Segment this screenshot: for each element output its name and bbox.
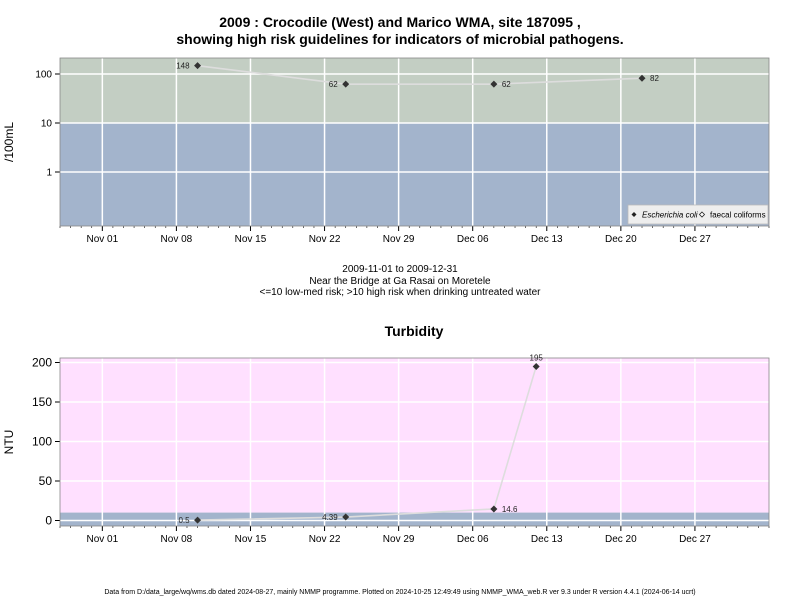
panel1-frame — [59, 57, 770, 227]
panel2-low-risk-band — [60, 512, 769, 526]
panel1-x-tick-label: Dec 27 — [679, 234, 711, 245]
chart-title-line2: showing high risk guidelines for indicat… — [176, 31, 624, 47]
panel2-x-tick-label: Nov 29 — [383, 534, 415, 545]
panel1-x-tick-label: Dec 06 — [457, 234, 489, 245]
panel2-background — [60, 358, 769, 513]
panel2-data-point — [342, 513, 350, 521]
panel1-y-tick-label: 1 — [46, 168, 52, 179]
panel2-x-tick-label: Dec 06 — [457, 534, 489, 545]
panel1-x-tick-label: Nov 22 — [309, 234, 341, 245]
panel2-y-axis-label: NTU — [2, 430, 16, 455]
panel1-data-label: 82 — [650, 74, 659, 83]
panel2-x-tick-label: Nov 15 — [235, 534, 267, 545]
panel2-y-tick-label: 50 — [39, 474, 53, 488]
panel1-data-label: 148 — [176, 62, 190, 71]
panel1-x-tick-label: Nov 29 — [383, 234, 415, 245]
panel2-data-label: 195 — [530, 353, 544, 362]
chart-title-line1: 2009 : Crocodile (West) and Marico WMA, … — [219, 14, 581, 30]
panel2-data-point — [194, 516, 202, 524]
panel2-x-tick-label: Nov 01 — [86, 534, 118, 545]
panel1-y-tick-label: 100 — [35, 70, 52, 81]
panel2-y-tick-label: 100 — [32, 435, 52, 449]
panel1-data-point — [638, 74, 646, 82]
panel1-y-axis-label: /100mL — [2, 122, 16, 162]
panel2-y-tick-label: 200 — [32, 356, 52, 370]
panel2-y-tick-label: 0 — [45, 514, 52, 528]
panel2-x-tick-label: Dec 27 — [679, 534, 711, 545]
panel2-data-point — [490, 505, 498, 513]
panel2-series-line — [197, 366, 537, 521]
data-source-footer: Data from D:/data_large/wq/wms.db dated … — [104, 589, 696, 596]
panel1-data-point — [342, 80, 350, 88]
legend-ecoli-marker — [631, 212, 637, 217]
legend-box — [627, 204, 769, 225]
panel1-series-line — [197, 64, 643, 85]
panel1-x-tick-label: Nov 08 — [161, 234, 193, 245]
site-description-caption: Near the Bridge at Ga Rasai on Moretele — [309, 276, 491, 287]
risk-guideline-caption: <=10 low-med risk; >10 high risk when dr… — [259, 287, 541, 298]
panel1-x-tick-label: Nov 15 — [235, 234, 267, 245]
panel2-x-tick-label: Nov 08 — [161, 534, 193, 545]
panel1-data-point — [194, 62, 202, 70]
date-range-caption: 2009-11-01 to 2009-12-31 — [342, 264, 458, 275]
panel1-data-label: 62 — [329, 80, 338, 89]
turbidity-title: Turbidity — [385, 323, 444, 339]
legend-faecal-marker — [698, 211, 706, 218]
panel1-high-risk-band — [60, 58, 769, 123]
panel2-y-tick-label: 150 — [32, 395, 52, 409]
panel2-data-label: 14.6 — [502, 505, 518, 514]
panel2-x-tick-label: Nov 22 — [309, 534, 341, 545]
panel1-x-tick-label: Dec 13 — [531, 234, 563, 245]
panel2-data-label: 4.39 — [322, 513, 338, 522]
panel1-x-tick-label: Nov 01 — [86, 234, 118, 245]
panel2-x-tick-label: Dec 20 — [605, 534, 637, 545]
panel1-data-point — [490, 80, 498, 88]
panel2-frame — [59, 357, 770, 527]
legend-faecal-label: faecal coliforms — [710, 211, 766, 220]
panel2-x-tick-label: Dec 13 — [531, 534, 563, 545]
panel1-x-tick-label: Dec 20 — [605, 234, 637, 245]
panel1-data-label: 62 — [502, 80, 511, 89]
legend-ecoli-label: Escherichia coli — [642, 211, 698, 220]
panel1-y-tick-label: 10 — [41, 119, 53, 130]
panel2-data-point — [532, 362, 540, 370]
panel2-data-label: 0.5 — [178, 516, 190, 525]
